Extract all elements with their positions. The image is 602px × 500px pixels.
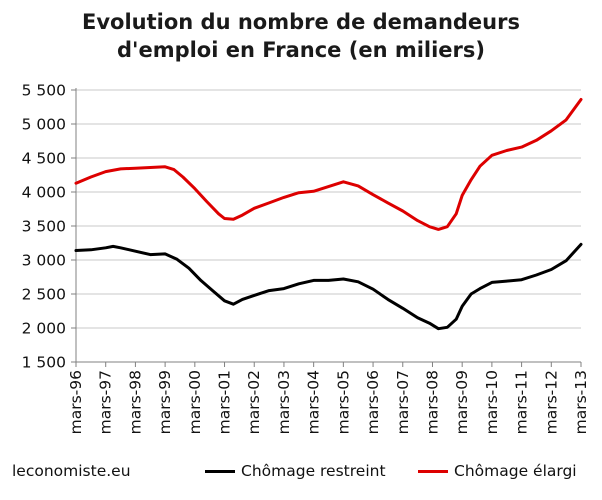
x-tick-label: mars-12 — [542, 370, 560, 434]
x-tick-label: mars-13 — [572, 370, 590, 434]
x-axis-tick-labels: mars-96 mars-97 mars-98 mars-99 mars-00 mars-… — [67, 370, 590, 434]
y-tick-label: 3 000 — [22, 252, 66, 270]
legend-label-elargi: Chômage élargi — [454, 462, 577, 480]
x-tick-label: mars-98 — [126, 370, 144, 434]
y-tick-label: 3 500 — [22, 218, 66, 236]
x-tick-label: mars-03 — [275, 370, 293, 434]
y-axis-tick-labels: 1 500 2 000 2 500 3 000 3 500 4 000 4 500 5 000… — [22, 82, 66, 372]
legend-swatch-restreint — [205, 469, 235, 473]
legend-label-restreint: Chômage restreint — [241, 462, 386, 480]
x-tick-label: mars-09 — [453, 370, 471, 434]
x-tick-label: mars-02 — [245, 370, 263, 434]
y-tick-label: 4 500 — [22, 150, 66, 168]
chart-title-line-2: d'emploi en France (en miliers) — [116, 38, 485, 62]
x-tick-label: mars-10 — [483, 370, 501, 434]
series-line-elargi — [74, 98, 583, 231]
y-tick-label: 5 500 — [22, 82, 66, 100]
chart-title: Evolution du nombre de demandeurs d'empl… — [0, 8, 602, 64]
x-tick-label: mars-06 — [364, 370, 382, 434]
series-lines — [74, 98, 583, 331]
y-tick-label: 2 000 — [22, 320, 66, 338]
x-tick-label: mars-07 — [394, 370, 412, 434]
y-tick-label: 1 500 — [22, 354, 66, 372]
legend-item-restreint: Chômage restreint — [205, 462, 386, 480]
series-line-restreint — [74, 242, 583, 331]
x-tick-label: mars-97 — [97, 370, 115, 434]
x-tick-label: mars-99 — [156, 370, 174, 434]
source-label: leconomiste.eu — [12, 462, 131, 480]
grid-lines — [76, 89, 581, 329]
y-tick-label: 5 000 — [22, 116, 66, 134]
axes — [71, 88, 582, 367]
x-tick-label: mars-05 — [334, 370, 352, 434]
x-tick-label: mars-96 — [67, 370, 85, 434]
chart-title-line-1: Evolution du nombre de demandeurs — [82, 10, 520, 34]
legend-item-elargi: Chômage élargi — [418, 462, 577, 480]
chart-footer: leconomiste.eu Chômage restreint Chômage… — [0, 456, 602, 490]
x-tick-label: mars-04 — [305, 370, 323, 434]
x-tick-label: mars-01 — [216, 370, 234, 434]
x-tick-label: mars-11 — [513, 370, 531, 434]
legend-swatch-elargi — [418, 469, 448, 473]
x-tick-label: mars-00 — [186, 370, 204, 434]
y-tick-label: 2 500 — [22, 286, 66, 304]
y-tick-label: 4 000 — [22, 184, 66, 202]
x-tick-label: mars-08 — [423, 370, 441, 434]
